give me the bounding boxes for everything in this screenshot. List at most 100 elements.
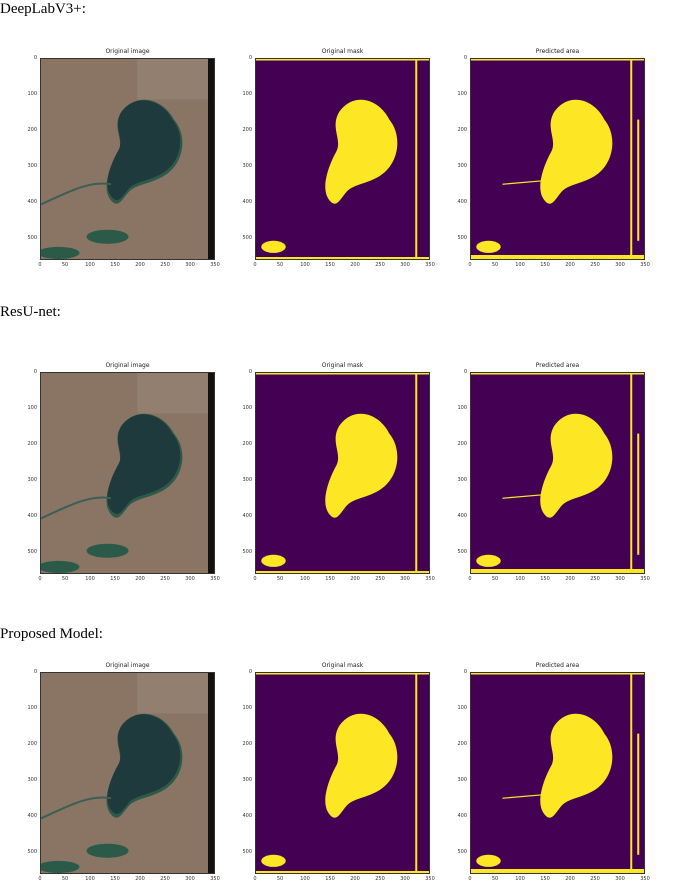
x-tick-label: 300 [185, 576, 195, 582]
x-tick-label: 250 [590, 262, 600, 268]
y-tick-label: 100 [27, 405, 37, 412]
x-tick-label: 350 [210, 576, 220, 582]
satellite-image [40, 372, 215, 574]
panel-title: Original mask [321, 362, 364, 369]
x-tick-label: 350 [210, 262, 220, 268]
y-tick-label: 0 [248, 55, 252, 61]
x-tick-label: 250 [375, 262, 385, 268]
predicted-mask [470, 672, 645, 874]
x-tick-label: 250 [160, 876, 170, 882]
y-tick-label: 300 [242, 777, 252, 784]
x-tick-label: 200 [350, 262, 360, 268]
x-tick-label: 0 [38, 576, 42, 582]
y-tick-label: 300 [27, 163, 37, 170]
x-tick-label: 300 [615, 876, 625, 882]
y-tick-label: 400 [242, 813, 252, 820]
y-tick-label: 300 [457, 163, 467, 170]
x-tick-label: 150 [110, 262, 120, 268]
x-tick-label: 50 [61, 262, 69, 268]
y-tick-label: 100 [27, 91, 37, 98]
satellite-image [40, 58, 215, 260]
y-tick-label: 0 [463, 55, 467, 61]
x-tick-label: 200 [565, 576, 575, 582]
y-tick-label: 200 [242, 127, 252, 134]
x-tick-label: 100 [300, 876, 310, 882]
x-tick-label: 100 [85, 262, 95, 268]
y-tick-label: 200 [457, 441, 467, 448]
y-tick-label: 0 [33, 669, 37, 675]
y-tick-label: 300 [27, 477, 37, 484]
x-tick-label: 300 [615, 576, 625, 582]
panel-title: Predicted area [535, 48, 580, 55]
x-tick-label: 150 [540, 876, 550, 882]
x-tick-label: 250 [375, 876, 385, 882]
y-tick-label: 400 [242, 513, 252, 520]
x-tick-label: 100 [515, 262, 525, 268]
x-tick-label: 150 [110, 876, 120, 882]
y-tick-label: 400 [457, 199, 467, 206]
y-tick-label: 300 [242, 477, 252, 484]
section-label-resunet: ResU-net: [0, 304, 61, 320]
y-tick-label: 400 [457, 513, 467, 520]
y-tick-label: 200 [27, 127, 37, 134]
x-tick-label: 350 [425, 876, 435, 882]
x-tick-label: 150 [110, 576, 120, 582]
x-tick-label: 350 [640, 576, 650, 582]
x-tick-label: 50 [491, 576, 499, 582]
y-tick-label: 100 [457, 91, 467, 98]
x-tick-label: 300 [400, 576, 410, 582]
y-tick-label: 300 [457, 477, 467, 484]
y-tick-label: 400 [242, 199, 252, 206]
x-tick-label: 100 [515, 876, 525, 882]
y-tick-label: 100 [242, 705, 252, 712]
x-tick-label: 250 [590, 876, 600, 882]
y-tick-label: 400 [27, 199, 37, 206]
x-tick-label: 100 [300, 262, 310, 268]
x-tick-label: 50 [61, 576, 69, 582]
y-tick-label: 500 [457, 549, 467, 556]
panel-satellite: Original image 0 100 200 300 400 500 0 50 100 150 2… [27, 662, 219, 882]
y-tick-label: 200 [457, 741, 467, 748]
x-tick-label: 250 [160, 576, 170, 582]
x-tick-label: 350 [210, 876, 220, 882]
y-tick-label: 200 [27, 741, 37, 748]
x-tick-label: 200 [135, 876, 145, 882]
x-tick-label: 300 [400, 876, 410, 882]
y-tick-label: 500 [27, 549, 37, 556]
y-tick-label: 0 [33, 369, 37, 375]
satellite-image [40, 672, 215, 874]
panel-prediction: Predicted area 0 100 200 300 400 500 0 50 100 150 2… [457, 48, 649, 268]
x-tick-label: 0 [468, 576, 472, 582]
y-tick-label: 0 [248, 669, 252, 675]
panel-title: Predicted area [535, 662, 580, 669]
x-tick-label: 100 [515, 576, 525, 582]
x-tick-label: 300 [185, 876, 195, 882]
x-tick-label: 200 [350, 876, 360, 882]
x-tick-label: 50 [276, 262, 284, 268]
x-tick-label: 0 [253, 876, 257, 882]
x-tick-label: 350 [640, 262, 650, 268]
panel-prediction: Predicted area 0 100 200 300 400 500 0 50 100 150 2… [457, 662, 649, 882]
x-tick-label: 350 [425, 576, 435, 582]
x-tick-label: 150 [325, 876, 335, 882]
panel-prediction: Predicted area 0 100 200 300 400 500 0 50 100 150 2… [457, 362, 649, 582]
section-label-proposed-model: Proposed Model: [0, 626, 103, 642]
y-tick-label: 0 [33, 55, 37, 61]
predicted-mask [470, 372, 645, 574]
y-tick-label: 500 [457, 849, 467, 856]
y-tick-label: 500 [27, 849, 37, 856]
y-tick-label: 100 [242, 405, 252, 412]
y-tick-label: 500 [27, 235, 37, 242]
x-tick-label: 200 [565, 262, 575, 268]
x-tick-label: 50 [276, 876, 284, 882]
x-tick-label: 0 [253, 576, 257, 582]
y-tick-label: 400 [27, 813, 37, 820]
y-tick-label: 200 [242, 741, 252, 748]
panel-mask: Original mask 0 100 200 300 400 500 0 50 100 150 20… [242, 48, 434, 268]
panel-mask: Original mask 0 100 200 300 400 500 0 50 100 150 20… [242, 662, 434, 882]
x-tick-label: 150 [325, 576, 335, 582]
panel-satellite: Original image 0 100 200 300 400 500 0 50 100 150 2… [27, 48, 219, 268]
x-tick-label: 150 [325, 262, 335, 268]
y-tick-label: 500 [242, 235, 252, 242]
y-tick-label: 0 [463, 669, 467, 675]
